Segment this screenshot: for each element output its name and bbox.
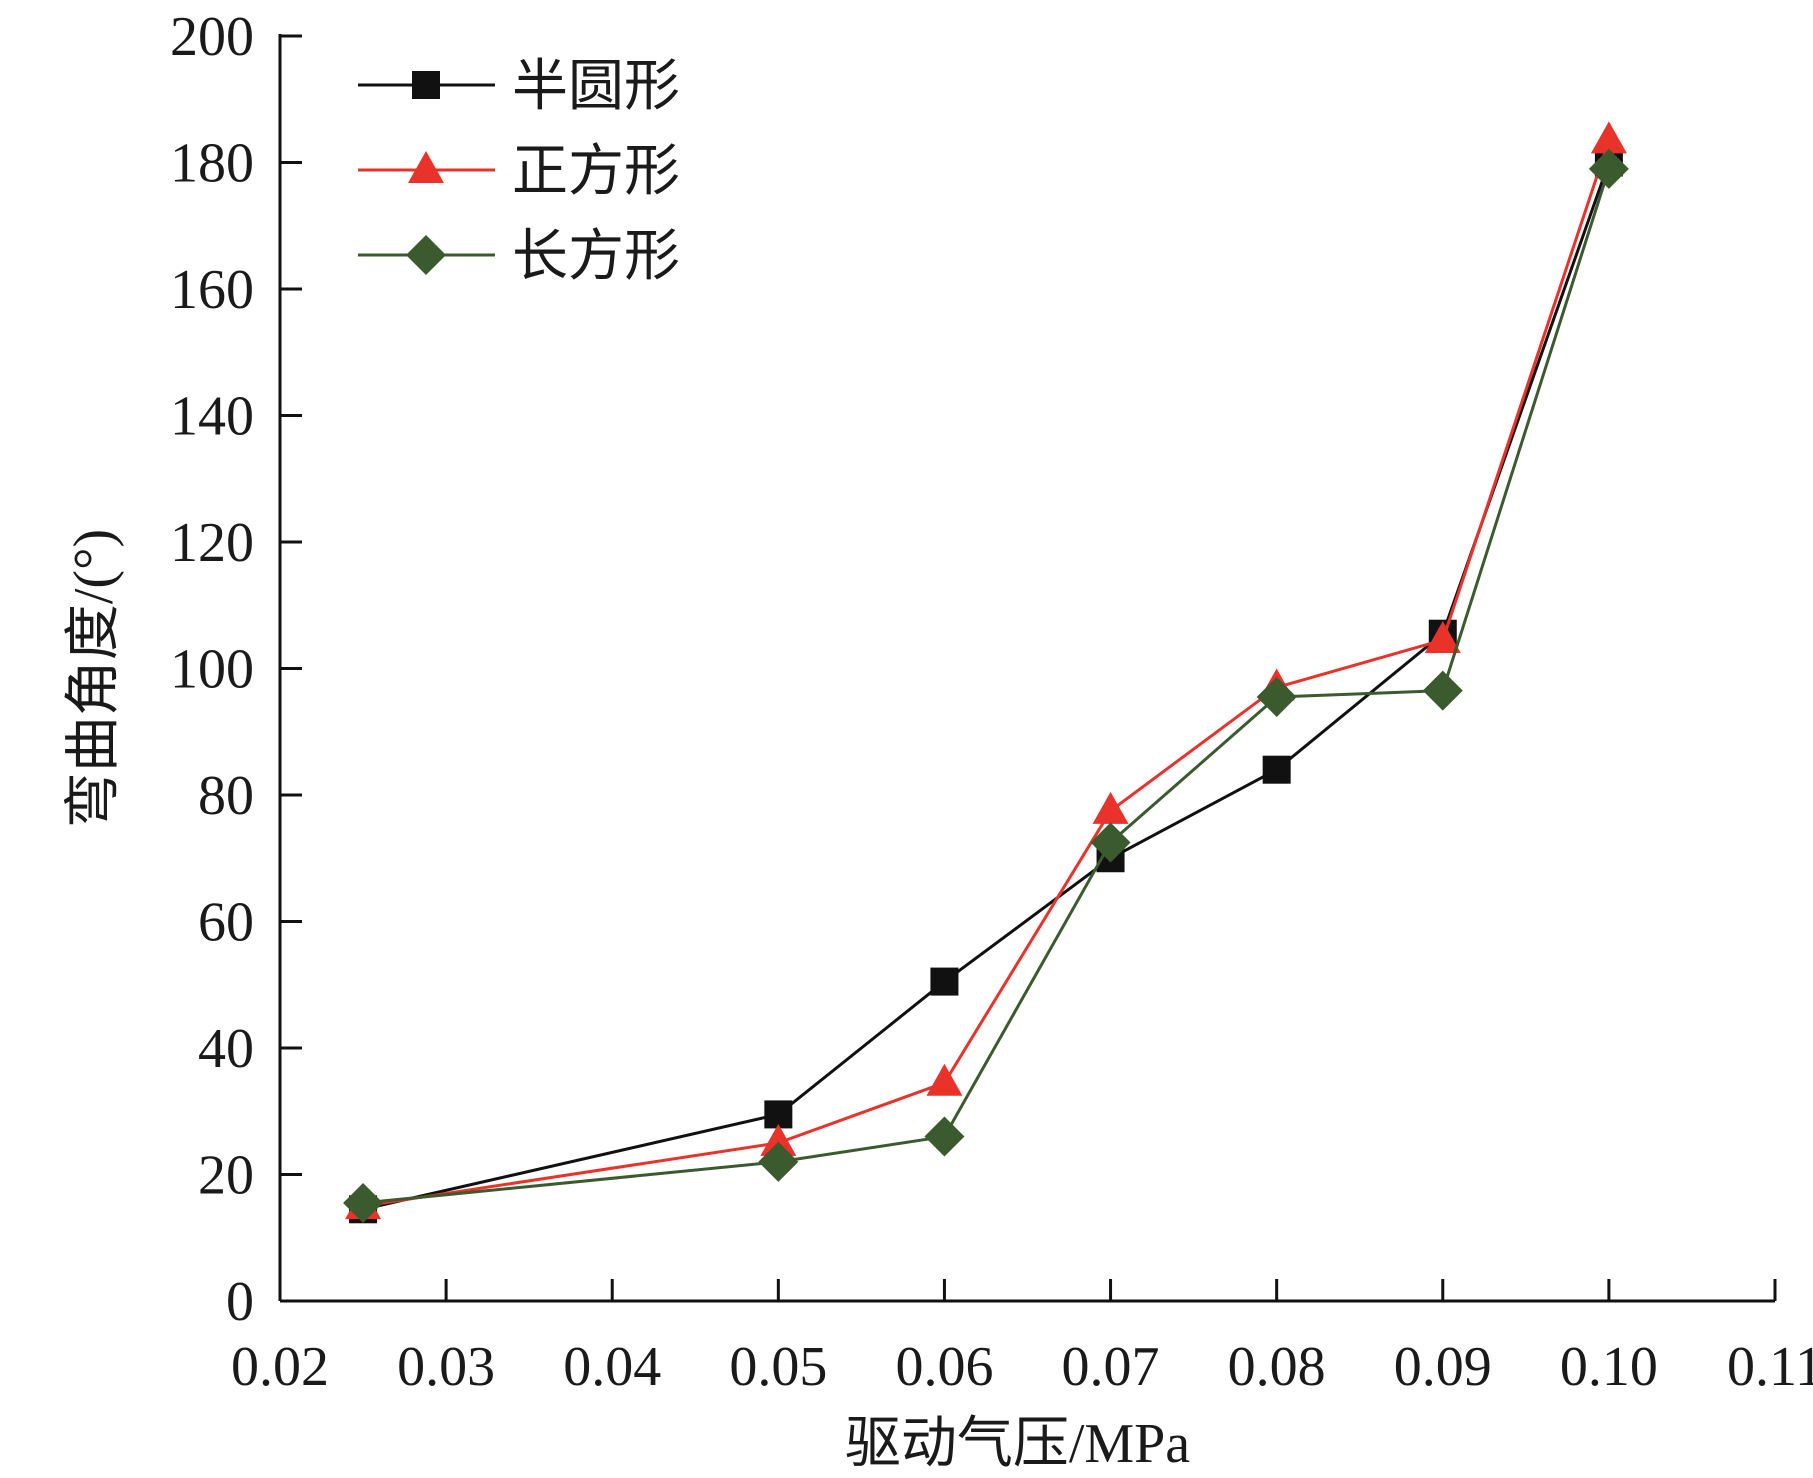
data-point — [343, 1182, 384, 1223]
y-tick-label: 120 — [170, 512, 254, 574]
x-ticks: 0.02 0.03 0.04 0.05 0.06 0.07 0.08 0.09 0.10 0.11 — [231, 1279, 1813, 1398]
legend-item: 正方形 — [358, 141, 680, 203]
legend-marker — [406, 235, 446, 275]
x-tick-label: 0.05 — [729, 1336, 827, 1398]
data-point — [764, 1100, 793, 1129]
x-tick-label: 0.10 — [1560, 1336, 1658, 1398]
data-point — [758, 1141, 799, 1182]
x-tick-label: 0.02 — [231, 1336, 329, 1398]
x-axis-title: 驱动气压/MPa — [845, 1413, 1190, 1475]
x-tick-label: 0.04 — [563, 1336, 661, 1398]
x-tick-label: 0.11 — [1727, 1336, 1813, 1398]
x-tick-label: 0.07 — [1062, 1336, 1160, 1398]
data-point — [1422, 670, 1463, 711]
legend-label: 长方形 — [512, 226, 680, 288]
y-axis-title: 弯曲角度/(°) — [63, 529, 125, 828]
legend-label: 正方形 — [512, 141, 680, 203]
x-tick-label: 0.03 — [397, 1336, 495, 1398]
y-tick-label: 180 — [170, 133, 254, 195]
data-point — [924, 1116, 965, 1157]
series-line — [362, 162, 1611, 1211]
y-tick-label: 60 — [198, 892, 254, 954]
y-tick-label: 80 — [198, 765, 254, 827]
legend-marker — [408, 151, 444, 183]
data-point — [1090, 822, 1131, 863]
x-tick-label: 0.06 — [895, 1336, 993, 1398]
y-ticks: 0 20 40 60 80 100 120 140 160 180 200 — [170, 6, 302, 1333]
y-tick-label: 140 — [170, 386, 254, 448]
data-point — [1424, 621, 1461, 654]
y-tick-label: 100 — [170, 639, 254, 701]
y-tick-label: 20 — [198, 1145, 254, 1207]
data-point — [1256, 676, 1297, 717]
data-point — [1092, 791, 1129, 824]
legend-item: 长方形 — [358, 226, 680, 288]
data-point — [760, 1123, 797, 1156]
legend-label: 半圆形 — [512, 56, 680, 118]
y-tick-label: 0 — [226, 1271, 254, 1333]
series-line — [362, 139, 1611, 1208]
legend-item: 半圆形 — [358, 56, 680, 118]
y-tick-label: 200 — [170, 6, 254, 68]
x-tick-label: 0.09 — [1394, 1336, 1492, 1398]
x-tick-label: 0.08 — [1228, 1336, 1326, 1398]
data-point — [1588, 148, 1629, 189]
legend-marker — [412, 71, 440, 99]
series-diamond — [343, 148, 1629, 1223]
y-tick-label: 160 — [170, 259, 254, 321]
series-layer — [343, 121, 1629, 1224]
y-tick-label: 40 — [198, 1018, 254, 1080]
data-point — [930, 967, 959, 996]
data-point — [1590, 121, 1627, 154]
series-line — [362, 168, 1611, 1205]
data-point — [926, 1063, 963, 1096]
data-point — [1262, 755, 1291, 784]
axes — [278, 34, 1775, 1303]
